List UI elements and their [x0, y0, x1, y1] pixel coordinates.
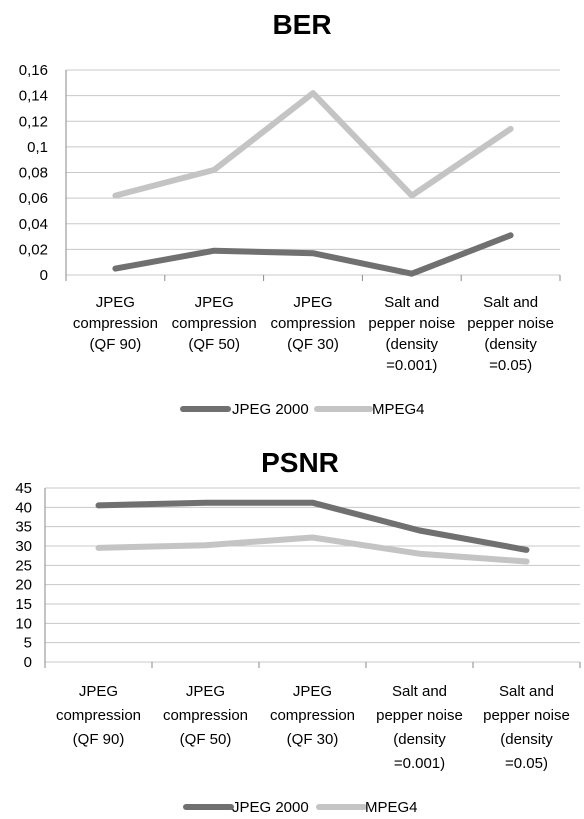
- chart1-y-tick-label: 0,16: [19, 62, 48, 79]
- chart1-y-tick-label: 0,14: [19, 88, 48, 105]
- chart1-y-tick-label: 0,02: [19, 241, 48, 258]
- chart2-y-tick-label: 40: [15, 499, 32, 516]
- chart2-x-category-label: (QF 30): [287, 731, 339, 748]
- chart1-series-jpeg2000-point: [213, 250, 215, 252]
- chart1-y-tick-label: 0,08: [19, 165, 48, 182]
- chart2-x-category-label: compression: [56, 707, 141, 724]
- chart1-series-jpeg2000-point: [411, 273, 413, 275]
- chart2-legend-label-mpeg4: MPEG4: [365, 799, 418, 816]
- chart1-y-tick-label: 0,06: [19, 190, 48, 207]
- chart2-x-category-label: pepper noise: [376, 707, 463, 724]
- chart2-x-category-label: (QF 90): [73, 731, 125, 748]
- chart1-x-category-label: (QF 30): [287, 336, 339, 353]
- chart2-x-category-label: compression: [270, 707, 355, 724]
- chart2-title: PSNR: [261, 447, 339, 478]
- chart1-series-mpeg4-line: [112, 90, 514, 199]
- chart2-series-jpeg2000-point: [526, 549, 527, 551]
- chart1-x-category-label: JPEG: [195, 294, 234, 311]
- chart2-x-category-label: Salt and: [499, 683, 554, 700]
- chart1-series-jpeg2000-point: [114, 268, 116, 270]
- chart2-y-tick-label: 10: [15, 615, 32, 632]
- chart1-legend-label-mpeg4: MPEG4: [372, 401, 425, 418]
- chart1-series-mpeg4-point: [411, 195, 413, 197]
- chart1-x-category-label: compression: [73, 315, 158, 332]
- chart2-y-tick-label: 5: [24, 635, 32, 652]
- chart1-x-category-label: (QF 90): [90, 336, 142, 353]
- chart2-x-category-label: JPEG: [186, 683, 225, 700]
- chart2-series-jpeg2000-point: [312, 502, 313, 504]
- chart2-x-category-label: (density: [500, 731, 553, 748]
- chart1-y-tick-label: 0,12: [19, 113, 48, 130]
- chart2-x-category-label: Salt and: [392, 683, 447, 700]
- chart1-x-category-label: pepper noise: [368, 315, 455, 332]
- chart1-x-category-label: compression: [270, 315, 355, 332]
- chart1-x-category-label: pepper noise: [467, 315, 554, 332]
- chart1-x-category-label: JPEG: [293, 294, 332, 311]
- chart1-series-mpeg4-point: [213, 169, 215, 171]
- chart1-title: BER: [272, 9, 331, 40]
- chart2-y-tick-label: 20: [15, 577, 32, 594]
- chart2-y-tick-label: 15: [15, 596, 32, 613]
- chart2-series-jpeg2000-point: [419, 530, 420, 532]
- chart2-x-category-label: compression: [163, 707, 248, 724]
- chart2-x-category-label: pepper noise: [483, 707, 570, 724]
- chart2-x-category-label: (density: [393, 731, 446, 748]
- chart1-y-tick-label: 0: [40, 267, 48, 284]
- chart2-series-mpeg4-point: [526, 560, 527, 562]
- chart2-x-category-label: =0.05): [505, 755, 548, 772]
- chart2-series-mpeg4-point: [419, 553, 420, 555]
- chart2-y-tick-label: 35: [15, 519, 32, 536]
- chart2-x-category-label: =0.001): [394, 755, 445, 772]
- chart2-x-category-label: JPEG: [293, 683, 332, 700]
- chart2-x-category-label: JPEG: [79, 683, 118, 700]
- chart2-y-tick-label: 25: [15, 557, 32, 574]
- chart1-x-category-label: compression: [172, 315, 257, 332]
- chart1-y-tick-label: 0,04: [19, 216, 48, 233]
- chart1-series-jpeg2000-point: [312, 252, 314, 254]
- chart1-x-category-label: Salt and: [384, 294, 439, 311]
- chart2-legend-label-jpeg2000: JPEG 2000: [232, 799, 309, 816]
- chart1-x-category-label: (density: [386, 336, 439, 353]
- chart2-series-jpeg2000-point: [205, 502, 206, 504]
- chart1-x-category-label: =0.001): [386, 357, 437, 374]
- chart2-y-tick-label: 45: [15, 480, 32, 497]
- chart2-series-mpeg4-point: [205, 544, 206, 546]
- chart1-legend-label-jpeg2000: JPEG 2000: [232, 401, 309, 418]
- chart2-x-category-label: (QF 50): [180, 731, 232, 748]
- chart1-x-category-label: (density: [484, 336, 537, 353]
- chart2-series-mpeg4-point: [98, 547, 99, 549]
- chart1-series-mpeg4-point: [312, 92, 314, 94]
- chart2-series-jpeg2000-point: [98, 504, 99, 506]
- chart1-x-category-label: Salt and: [483, 294, 538, 311]
- chart1-x-category-label: JPEG: [96, 294, 135, 311]
- chart1-y-tick-label: 0,1: [27, 139, 48, 156]
- chart1-x-category-label: =0.05): [489, 357, 532, 374]
- chart1-series-jpeg2000-point: [510, 234, 512, 236]
- chart2-y-tick-label: 30: [15, 538, 32, 555]
- chart2-series-mpeg4-point: [312, 536, 313, 538]
- chart1-x-category-label: (QF 50): [188, 336, 240, 353]
- chart1-series-jpeg2000-line: [112, 232, 514, 277]
- chart1-series-mpeg4-point: [510, 128, 512, 130]
- chart1-series-mpeg4-point: [114, 195, 116, 197]
- chart2-y-tick-label: 0: [24, 654, 32, 671]
